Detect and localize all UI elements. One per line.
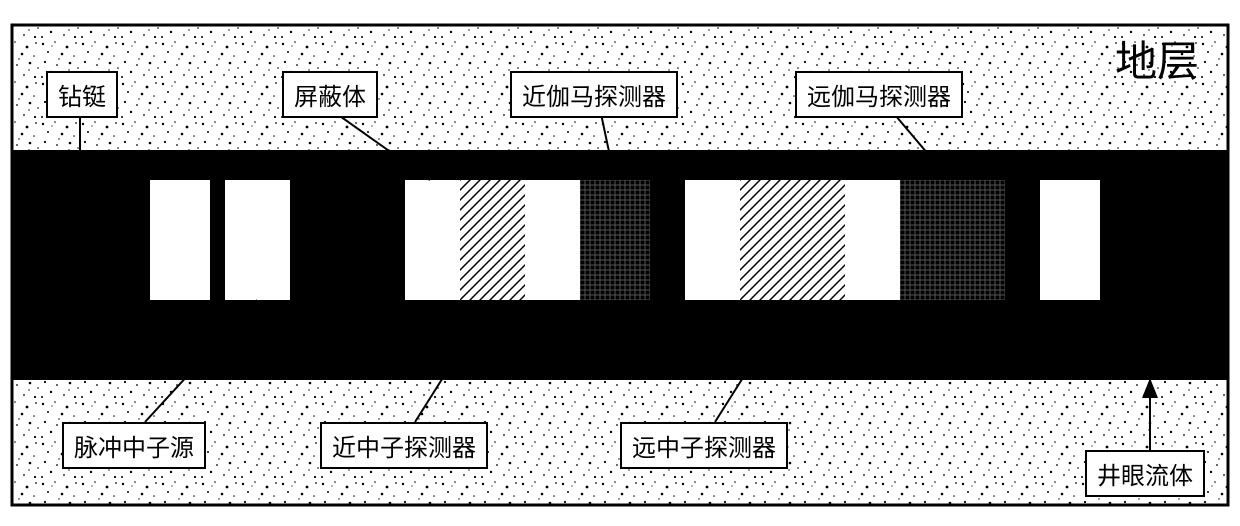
label-drill-collar: 钻铤 [46,71,118,118]
component-far-shield-left [685,180,740,300]
label-pulsed-source: 脉冲中子源 [62,422,206,469]
component-far-neutron [740,180,845,300]
component-drill-collar-right [1040,180,1100,300]
component-near-neutron [460,180,525,300]
component-gap3 [1005,180,1040,300]
component-gap2 [650,180,685,300]
label-near-gamma: 近伽马探测器 [510,71,678,118]
component-pulsed-source [225,180,290,300]
component-far-shield-right [845,180,900,300]
label-borehole-fluid: 井眼流体 [1085,450,1205,497]
component-shield-right [525,180,580,300]
component-drill-collar-left [150,180,210,300]
label-near-neutron: 近中子探测器 [320,422,488,469]
component-near-gamma [580,180,650,300]
formation-label: 地层 [1115,28,1199,89]
label-far-neutron: 远中子探测器 [620,422,788,469]
component-shield-left [405,180,460,300]
label-far-gamma: 远伽马探测器 [795,71,963,118]
component-gap1 [290,180,405,300]
label-shield: 屏蔽体 [282,71,378,118]
component-far-gamma [900,180,1005,300]
